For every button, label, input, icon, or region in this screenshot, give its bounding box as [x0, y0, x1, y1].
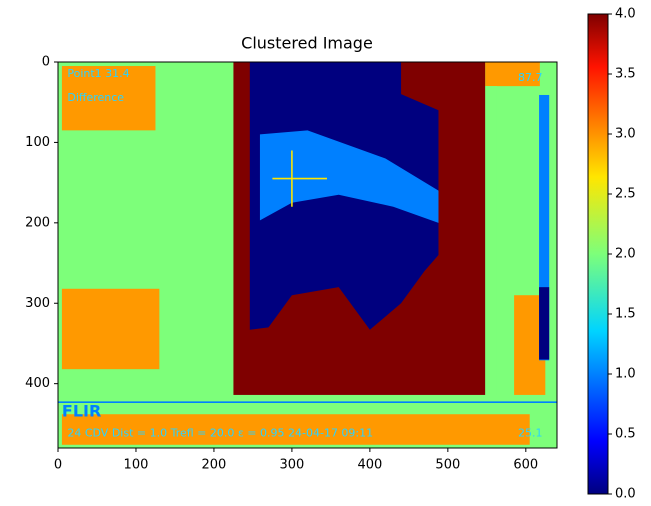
colorbar-tick-label: 4.0: [615, 7, 636, 22]
image-text: Difference: [67, 91, 124, 104]
y-tick-label: 100: [25, 135, 50, 150]
colorbar-tick-label: 1.5: [615, 307, 636, 322]
colorbar-tick-label: 2.0: [615, 247, 636, 262]
x-tick-label: 0: [54, 458, 62, 473]
image-text: 24 CDV Dist = 1.0 Trefl = 20.0 ε = 0.95 …: [67, 427, 373, 440]
colorbar-tick-label: 0.0: [615, 487, 636, 502]
x-tick-label: 500: [435, 458, 460, 473]
x-tick-label: 400: [357, 458, 382, 473]
colorbar-tick-label: 3.5: [615, 67, 636, 82]
y-tick-label: 300: [25, 296, 50, 311]
x-tick-label: 600: [513, 458, 538, 473]
colorbar-tick-label: 3.0: [615, 127, 636, 142]
x-tick-label: 300: [279, 458, 304, 473]
y-tick-label: 400: [25, 376, 50, 391]
chart-title: Clustered Image: [241, 34, 373, 53]
image-text: 25.1: [518, 427, 543, 440]
image: [58, 62, 557, 448]
image-text: 87.7: [518, 71, 543, 84]
x-tick-label: 200: [202, 458, 227, 473]
image-text: Point1 31.4: [67, 67, 129, 80]
y-tick-label: 200: [25, 215, 50, 230]
axes-frame: [57, 61, 558, 449]
colorbar-tick-label: 2.5: [615, 187, 636, 202]
colorbar: [587, 13, 609, 495]
colorbar-tick-label: 0.5: [615, 427, 636, 442]
y-tick-label: 0: [42, 55, 50, 70]
image-text: FLIR: [62, 401, 101, 420]
colorbar-tick-label: 1.0: [615, 367, 636, 382]
x-tick-label: 100: [124, 458, 149, 473]
